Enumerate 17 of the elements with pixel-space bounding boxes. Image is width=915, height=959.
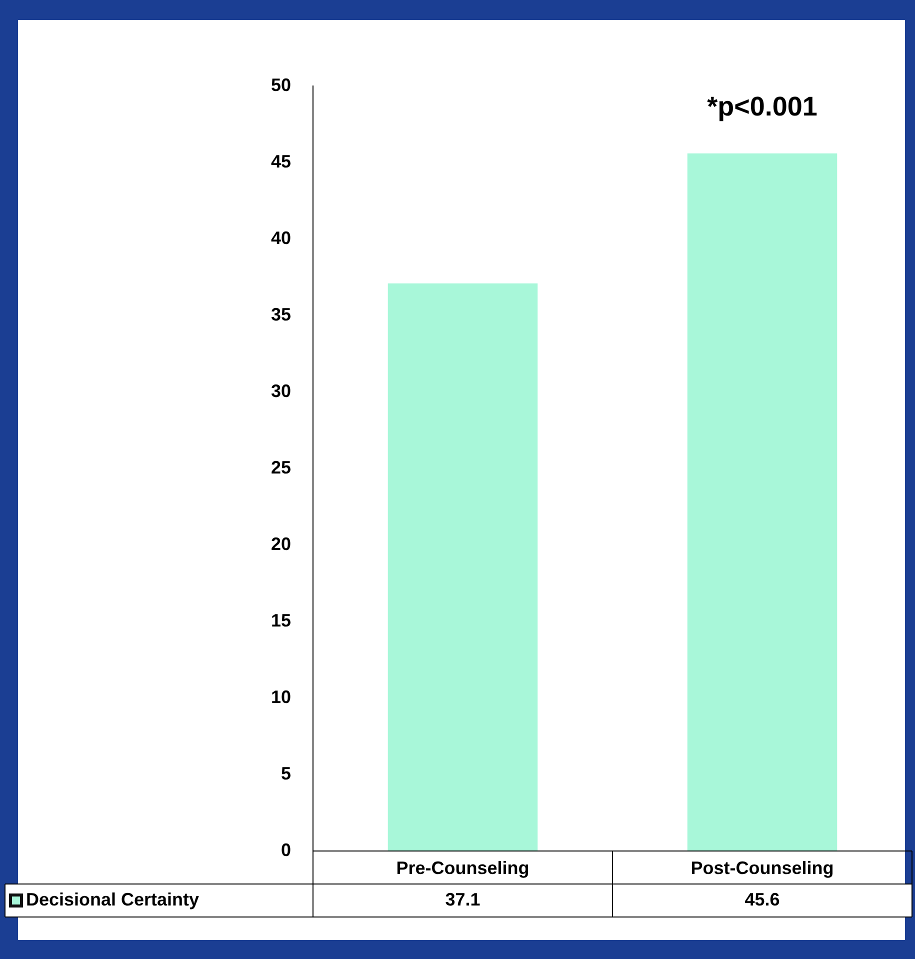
y-tick-label: 25 [270, 457, 291, 478]
y-tick-label: 15 [270, 610, 291, 630]
annotation: *p<0.001 [707, 91, 818, 122]
y-tick-label: 45 [270, 151, 291, 172]
y-tick-label: 20 [270, 534, 291, 554]
data-label: 45.6 [744, 889, 780, 910]
y-tick-label: 5 [280, 763, 291, 784]
data-label: 37.1 [445, 889, 480, 910]
y-tick-label: 30 [270, 380, 291, 401]
y-tick-label: 50 [270, 74, 291, 95]
y-tick-label: 40 [270, 228, 291, 248]
y-tick-label: 35 [270, 304, 291, 324]
legend-label: Decisional Certainty [26, 889, 200, 910]
x-tick-label: Pre-Counseling [396, 858, 530, 878]
y-tick-label: 0 [280, 840, 291, 860]
y-tick-label: 10 [270, 686, 291, 707]
x-tick-label: Post-Counseling [690, 858, 834, 878]
